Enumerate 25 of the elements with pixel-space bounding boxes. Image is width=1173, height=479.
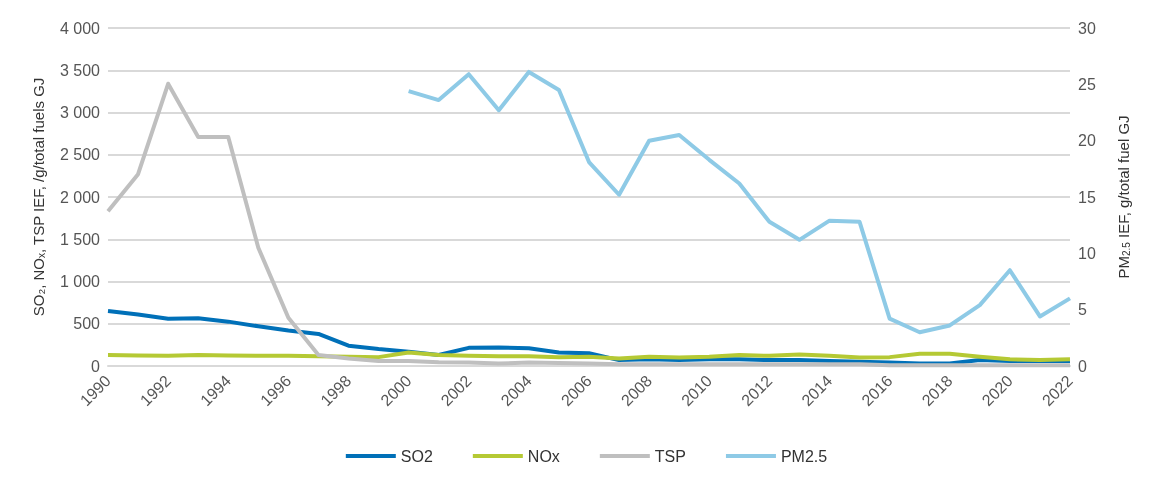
y-tick-label: 3 000 — [59, 104, 101, 121]
y-tick-label: 4 000 — [59, 19, 101, 37]
y2-tick-label: 0 — [1078, 357, 1087, 375]
line-series — [106, 350, 1072, 363]
y2-tick-label: 20 — [1078, 132, 1096, 150]
y2-tick-label: 15 — [1078, 188, 1096, 206]
y-tick-label: 2 000 — [59, 188, 101, 206]
y-tick-label: 3 500 — [59, 61, 101, 79]
y-tick-label: 500 — [73, 315, 101, 333]
line-series — [106, 81, 1072, 368]
legend-label: TSP — [654, 447, 686, 465]
y-tick-label: 2 500 — [59, 146, 101, 164]
y2-axis-title: PM2.5 IEF, g/total fuel GJ — [1114, 115, 1132, 279]
line-series — [406, 69, 1072, 335]
legend-label: NOx — [527, 447, 560, 465]
y-tick-label: 1 500 — [59, 230, 101, 248]
legend-label: PM2.5 — [780, 447, 828, 465]
y2-tick-label: 10 — [1078, 244, 1096, 262]
y-tick-label: 1 000 — [59, 273, 101, 290]
y2-tick-label: 25 — [1078, 75, 1096, 93]
y-axis-title: SO₂, NOₓ, TSP IEF, /g/total fuels GJ — [30, 77, 47, 317]
y2-tick-label: 30 — [1078, 19, 1096, 37]
legend-label: SO2 — [400, 447, 433, 465]
y2-tick-label: 5 — [1078, 301, 1087, 319]
y-tick-label: 0 — [91, 357, 101, 375]
